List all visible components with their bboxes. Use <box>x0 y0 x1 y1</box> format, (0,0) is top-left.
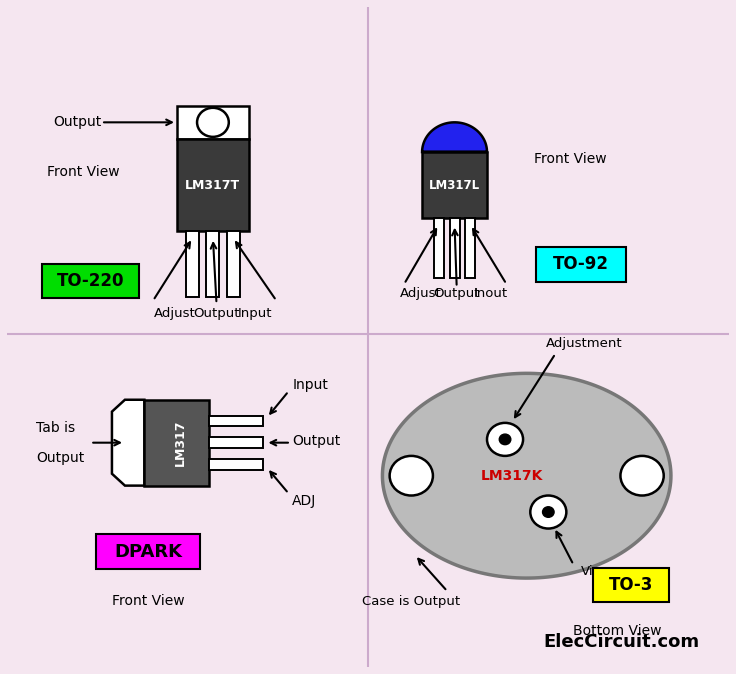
Text: LM317T: LM317T <box>185 179 241 191</box>
FancyBboxPatch shape <box>536 247 626 282</box>
FancyBboxPatch shape <box>465 218 475 278</box>
FancyBboxPatch shape <box>144 400 209 485</box>
Text: Front View: Front View <box>47 165 120 179</box>
FancyBboxPatch shape <box>186 231 199 297</box>
Circle shape <box>530 495 567 528</box>
Circle shape <box>197 108 229 137</box>
FancyBboxPatch shape <box>209 459 263 470</box>
Circle shape <box>487 423 523 456</box>
Text: ADJ: ADJ <box>292 494 316 508</box>
Text: ElecCircuit.com: ElecCircuit.com <box>544 633 700 651</box>
Text: Output: Output <box>292 433 341 448</box>
FancyBboxPatch shape <box>450 218 459 278</box>
Text: Tab is: Tab is <box>36 421 75 435</box>
FancyBboxPatch shape <box>206 231 219 297</box>
Text: Adjustment: Adjustment <box>546 337 623 350</box>
Text: LM317: LM317 <box>174 419 187 466</box>
FancyBboxPatch shape <box>209 416 263 426</box>
Text: Output: Output <box>53 115 101 129</box>
Text: Case is Output: Case is Output <box>362 594 460 608</box>
FancyBboxPatch shape <box>177 139 249 231</box>
FancyBboxPatch shape <box>593 568 669 602</box>
FancyBboxPatch shape <box>227 231 240 297</box>
Text: Inout: Inout <box>473 287 508 301</box>
Polygon shape <box>422 123 487 152</box>
Polygon shape <box>112 400 144 485</box>
Circle shape <box>620 456 664 495</box>
Text: TO-220: TO-220 <box>57 272 124 290</box>
Text: Input: Input <box>238 307 272 320</box>
Text: DPARK: DPARK <box>114 543 182 561</box>
Text: Input: Input <box>292 377 328 392</box>
Circle shape <box>499 434 511 445</box>
Text: Output: Output <box>434 287 480 301</box>
FancyBboxPatch shape <box>96 534 200 569</box>
FancyBboxPatch shape <box>434 218 444 278</box>
Text: LM317L: LM317L <box>429 179 480 191</box>
Text: Bottom View: Bottom View <box>573 624 661 638</box>
Text: Front View: Front View <box>112 594 184 608</box>
FancyBboxPatch shape <box>422 152 487 218</box>
Text: Output: Output <box>36 451 85 464</box>
Polygon shape <box>383 373 671 578</box>
Text: Adjust: Adjust <box>154 307 196 320</box>
Text: LM317K: LM317K <box>481 468 543 483</box>
FancyBboxPatch shape <box>42 264 139 298</box>
Text: Front View: Front View <box>534 152 606 166</box>
FancyBboxPatch shape <box>177 106 249 139</box>
Text: Adjust: Adjust <box>400 287 442 301</box>
Text: TO-3: TO-3 <box>609 576 654 594</box>
Circle shape <box>542 507 554 518</box>
Text: TO-92: TO-92 <box>553 255 609 274</box>
Circle shape <box>389 456 433 495</box>
FancyBboxPatch shape <box>209 437 263 448</box>
Text: Output: Output <box>194 307 240 320</box>
Text: Vin: Vin <box>581 565 602 578</box>
